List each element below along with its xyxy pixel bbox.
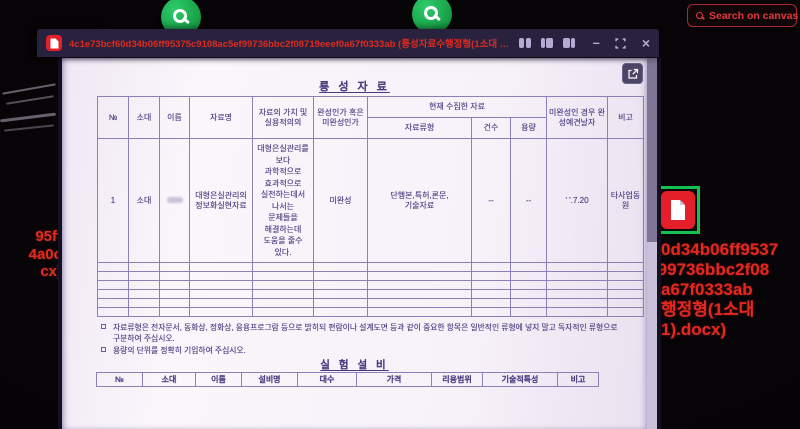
text-fragment: f99736bbc2f08 [652, 260, 770, 279]
col-header-platoon: 소대 [128, 96, 160, 139]
cell-no: 1 [97, 138, 129, 263]
col-header-count: 건수 [471, 117, 511, 139]
col-header-type: 자료류형 [367, 117, 472, 139]
table-row [97, 280, 644, 290]
cell-status: 미완성 [313, 138, 368, 263]
close-button[interactable]: × [641, 35, 650, 51]
split-view-right-icon[interactable] [562, 38, 576, 48]
fullscreen-icon [615, 37, 626, 49]
vertical-scrollbar[interactable] [647, 58, 657, 429]
document-content: 룡 성 자 료 № 소대 이름 자료명 자료의 가치 및 실용적의의 완성인가 … [62, 58, 647, 429]
cell-volume: -- [510, 138, 547, 263]
table-row [97, 298, 644, 308]
col-header-name: 이름 [195, 372, 242, 387]
scrollbar-thumb[interactable] [647, 58, 657, 242]
table-row: 1 소대 대형은실관리의 정보화실현자료 대형은실관리를 보다 과학적으로 효과… [97, 138, 644, 263]
maximize-button[interactable] [615, 37, 627, 49]
col-header-platoon: 소대 [142, 372, 196, 387]
screen-glare-streak [0, 112, 56, 122]
cell-type: 단행본,특허,론문, 기술자료 [367, 138, 472, 263]
document-filename: 4c1e73bcf60d34b06ff95375c9108ac5ef99736b… [69, 39, 510, 50]
col-header-volume: 용량 [510, 117, 547, 139]
text-fragment: 95ff [35, 228, 62, 245]
open-in-new-icon [627, 68, 638, 79]
view-layout-buttons [518, 38, 576, 48]
document-viewer-window: 룡 성 자 료 № 소대 이름 자료명 자료의 가치 및 실용적의의 완성인가 … [58, 57, 661, 429]
note-text: 용량의 단위를 정확히 기입하여 주십시오. [113, 346, 246, 355]
col-header-count: 대수 [297, 372, 357, 387]
screen-glare-streak [6, 95, 54, 105]
text-fragment: cx) [40, 263, 62, 280]
equipment-section-title: 실 험 설 비 [320, 359, 389, 371]
page-glyph-icon [50, 38, 58, 48]
table-row [97, 307, 644, 317]
col-header-remark: 비고 [557, 372, 599, 387]
checkbox-icon [101, 324, 106, 329]
col-header-due: 미완성인 경우 완성예견날자 [546, 96, 608, 139]
materials-table: № 소대 이름 자료명 자료의 가치 및 실용적의의 완성인가 혹은 미완성인가… [97, 96, 644, 317]
cell-due: ' '.7.20 [546, 138, 608, 263]
canvas-search-marker[interactable] [412, 0, 452, 34]
col-header-price: 가격 [356, 372, 432, 387]
screen-glare-streak [4, 124, 54, 132]
split-view-icon[interactable] [518, 38, 532, 48]
background-filename-fragments-left: 95ff 4a0c cx) [0, 228, 62, 281]
cell-data-name: 대형은실관리의 정보화실현자료 [189, 138, 253, 263]
document-title: 룡 성 자 료 [319, 81, 390, 93]
cell-count: -- [471, 138, 511, 263]
note-item: 자료류형은 전자문서, 동화상, 정화상, 응용프로그람 등으로 밝히되 편람이… [100, 322, 624, 344]
col-header-no: № [97, 96, 129, 139]
note-item: 용량의 단위를 정확히 기입하여 주십시오. [100, 345, 624, 356]
cell-value: 대형은실관리를 보다 과학적으로 효과적으로 실천하는데서 나서는 문제들을 해… [252, 138, 314, 263]
magnifier-icon [423, 5, 438, 20]
cell-platoon: 소대 [128, 138, 160, 263]
search-icon [696, 12, 703, 19]
selected-document-icon[interactable] [656, 186, 700, 234]
background-filename-fragments-right: 0d34b06ff9537 f99736bbc2f08 a67f0333ab 행… [652, 240, 779, 340]
cell-remark: 타사업동원 [607, 138, 644, 263]
table-row [97, 289, 644, 299]
instruction-notes: 자료류형은 전자문서, 동화상, 정화상, 응용프로그람 등으로 밝히되 편람이… [100, 322, 624, 357]
col-header-name: 이름 [159, 96, 190, 139]
text-fragment: 1).docx) [661, 320, 727, 339]
screen-glare-streak [2, 83, 56, 95]
document-file-icon [661, 191, 695, 229]
split-view-left-icon[interactable] [540, 38, 554, 48]
open-in-new-window-button[interactable] [622, 63, 643, 84]
col-header-collected: 현재 수집한 자료 [367, 96, 547, 118]
page-glyph-icon [671, 200, 685, 220]
table-row [97, 271, 644, 281]
search-on-canvas-button[interactable]: Search on canvas [687, 4, 799, 27]
text-fragment: 행정형(1소대 [661, 300, 755, 319]
magnifier-icon [172, 8, 187, 23]
cell-name [159, 138, 190, 263]
col-header-no: № [96, 372, 143, 387]
text-fragment: 4a0c [28, 245, 62, 263]
redacted-name [166, 196, 183, 203]
col-header-remark: 비고 [607, 96, 644, 139]
equipment-table: № 소대 이름 설비명 대수 가격 리용범위 기술적특성 비고 [96, 372, 599, 387]
document-window-titlebar[interactable]: 4c1e73bcf60d34b06ff95375c9108ac5ef99736b… [37, 29, 659, 57]
col-header-data-name: 자료명 [189, 96, 253, 139]
minimize-button[interactable]: – [592, 35, 600, 50]
document-page: 룡 성 자 료 № 소대 이름 자료명 자료의 가치 및 실용적의의 완성인가 … [62, 58, 647, 429]
col-header-tech: 기술적특성 [482, 372, 558, 387]
col-header-equip-name: 설비명 [241, 372, 298, 387]
document-file-icon [46, 35, 62, 51]
text-fragment: a67f0333ab [661, 280, 753, 299]
checkbox-icon [101, 347, 106, 352]
col-header-range: 리용범위 [431, 372, 483, 387]
table-row [97, 262, 644, 272]
col-header-value: 자료의 가치 및 실용적의의 [252, 96, 314, 139]
text-fragment: 0d34b06ff9537 [661, 240, 779, 259]
note-text: 자료류형은 전자문서, 동화상, 정화상, 응용프로그람 등으로 밝히되 편람이… [113, 323, 618, 343]
search-label: Search on canvas [709, 9, 799, 22]
col-header-status: 완성인가 혹은 미완성인가 [313, 96, 368, 139]
